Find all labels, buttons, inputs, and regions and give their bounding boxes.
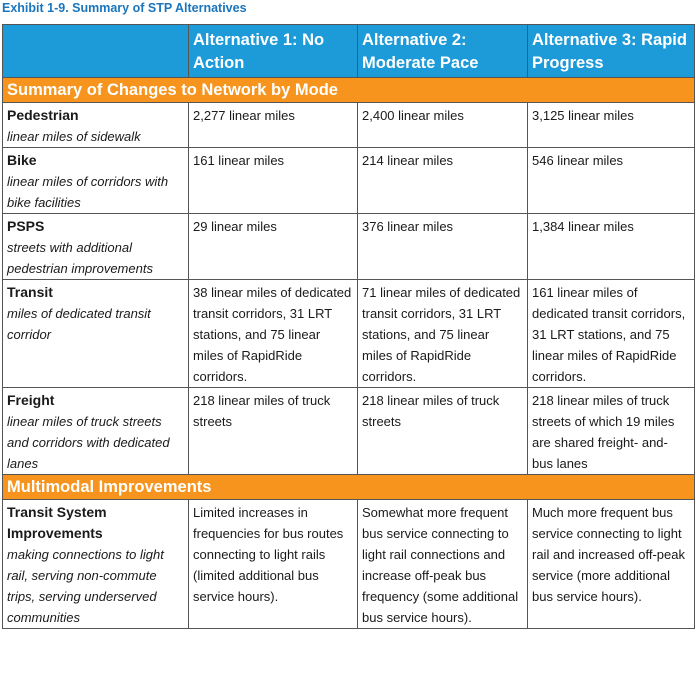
- header-cell: Alternative 1: No Action: [188, 24, 358, 78]
- data-row: Pedestrian linear miles of sidewalk 2,277 …: [2, 102, 695, 148]
- data-row: Transit System Improvements making connec…: [2, 499, 695, 629]
- data-row: Freight linear miles of truck streets and…: [2, 387, 695, 475]
- header-cell: Alternative 2: Moderate Pace: [357, 24, 528, 78]
- alternatives-table: Alternative 1: No Action Alternative 2: M…: [2, 24, 695, 629]
- cell: 3,125 linear miles: [527, 102, 695, 148]
- row-description: streets with additional pedestrian impro…: [7, 240, 153, 276]
- row-description: linear miles of corridors with bike faci…: [7, 174, 169, 210]
- cell: 546 linear miles: [527, 147, 695, 214]
- cell: Somewhat more frequent bus service conne…: [357, 499, 528, 629]
- cell: 71 linear miles of dedicated transit cor…: [357, 279, 528, 388]
- row-header: Pedestrian linear miles of sidewalk: [2, 102, 189, 148]
- cell: 218 linear miles of truck streets: [357, 387, 528, 475]
- header-cell: Alternative 3: Rapid Progress: [527, 24, 695, 78]
- row-label: Transit: [7, 284, 53, 300]
- cell: Limited increases in frequencies for bus…: [188, 499, 358, 629]
- row-header: Bike linear miles of corridors with bike …: [2, 147, 189, 214]
- row-description: making connections to light rail, servin…: [7, 547, 164, 625]
- row-header: Transit miles of dedicated transit corrid…: [2, 279, 189, 388]
- row-header: Freight linear miles of truck streets and…: [2, 387, 189, 475]
- cell: 2,400 linear miles: [357, 102, 528, 148]
- row-description: linear miles of truck streets and corrid…: [7, 414, 170, 471]
- section-title: Multimodal Improvements: [2, 474, 695, 500]
- header-cell: [2, 24, 189, 78]
- exhibit-title: Exhibit 1-9. Summary of STP Alternatives: [2, 1, 247, 15]
- cell: 1,384 linear miles: [527, 213, 695, 280]
- cell: 29 linear miles: [188, 213, 358, 280]
- section-row: Multimodal Improvements: [2, 474, 695, 500]
- data-row: PSPS streets with additional pedestrian i…: [2, 213, 695, 280]
- section-row: Summary of Changes to Network by Mode: [2, 77, 695, 103]
- data-row: Bike linear miles of corridors with bike …: [2, 147, 695, 214]
- cell: 161 linear miles of dedicated transit co…: [527, 279, 695, 388]
- row-label: Transit System Improvements: [7, 504, 107, 541]
- row-header: Transit System Improvements making connec…: [2, 499, 189, 629]
- row-label: Freight: [7, 392, 55, 408]
- row-description: miles of dedicated transit corridor: [7, 306, 151, 342]
- section-title: Summary of Changes to Network by Mode: [2, 77, 695, 103]
- cell: 376 linear miles: [357, 213, 528, 280]
- row-label: Pedestrian: [7, 107, 79, 123]
- data-row: Transit miles of dedicated transit corrid…: [2, 279, 695, 388]
- table-body: Summary of Changes to Network by Mode Ped…: [2, 77, 695, 629]
- cell: 2,277 linear miles: [188, 102, 358, 148]
- row-description: linear miles of sidewalk: [7, 129, 141, 144]
- cell: 214 linear miles: [357, 147, 528, 214]
- cell: 38 linear miles of dedicated transit cor…: [188, 279, 358, 388]
- header-row: Alternative 1: No Action Alternative 2: M…: [2, 24, 695, 78]
- row-header: PSPS streets with additional pedestrian i…: [2, 213, 189, 280]
- row-label: Bike: [7, 152, 37, 168]
- cell: 218 linear miles of truck streets of whi…: [527, 387, 695, 475]
- cell: 218 linear miles of truck streets: [188, 387, 358, 475]
- cell: 161 linear miles: [188, 147, 358, 214]
- cell: Much more frequent bus service connectin…: [527, 499, 695, 629]
- row-label: PSPS: [7, 218, 45, 234]
